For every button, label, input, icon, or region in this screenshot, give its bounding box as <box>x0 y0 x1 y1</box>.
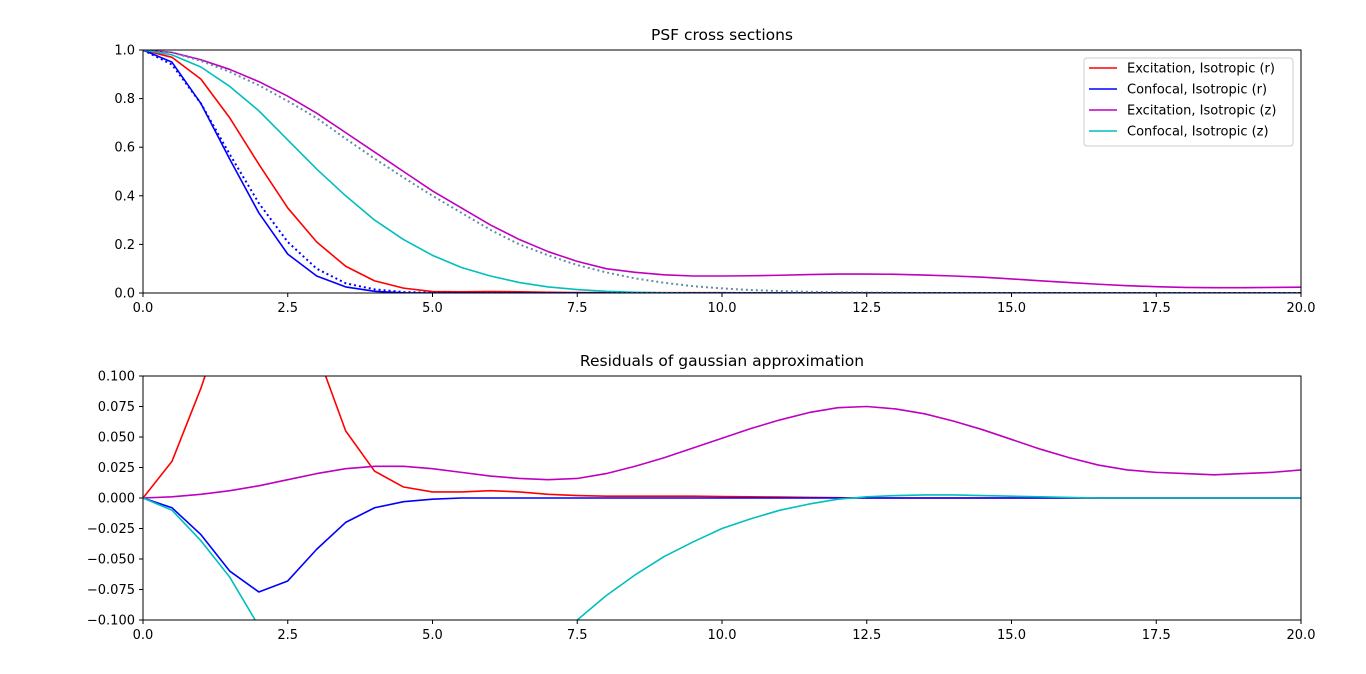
legend-label: Excitation, Isotropic (z) <box>1127 104 1276 119</box>
x-tick-label: 10.0 <box>708 628 737 643</box>
series-line <box>143 50 1301 293</box>
x-tick-label: 12.5 <box>852 628 881 643</box>
chart: 0.0 2.5 5.0 7.5 10.0 12.5 15.0 17.5 20.0 −0.100 −0… <box>87 352 1316 643</box>
series-line <box>143 494 1301 620</box>
legend-box <box>1083 57 1294 147</box>
legend: Excitation, Isotropic (r) Confocal, Isotr… <box>1083 57 1294 147</box>
y-tick-label: 0.0 <box>114 287 135 302</box>
x-tick-label: 20.0 <box>1287 628 1316 643</box>
series-line <box>143 50 1301 293</box>
y-tick-label: 0.2 <box>114 238 135 253</box>
series-line <box>143 50 1301 289</box>
y-tick-label: 0.050 <box>98 431 135 446</box>
x-tick-label: 0.0 <box>133 628 154 643</box>
x-tick-label: 15.0 <box>997 301 1026 316</box>
y-tick-label: 0.025 <box>98 461 135 476</box>
x-tick-label: 12.5 <box>852 301 881 316</box>
x-tick-label: 7.5 <box>567 628 588 643</box>
x-tick-label: 17.5 <box>1142 301 1171 316</box>
plot-area <box>143 376 1301 620</box>
x-tick-label: 10.0 <box>708 301 737 316</box>
y-tick-label: 0.000 <box>98 492 135 507</box>
chart-title: Residuals of gaussian approximation <box>580 352 864 370</box>
y-tick-label: 0.100 <box>98 370 135 385</box>
y-tick-label: 0.8 <box>114 92 135 107</box>
y-tick-label: −0.100 <box>87 614 135 629</box>
x-tick-label: 17.5 <box>1142 628 1171 643</box>
x-tick-label: 5.0 <box>422 301 443 316</box>
series-line <box>143 50 1301 293</box>
x-tick-label: 5.0 <box>422 628 443 643</box>
legend-label: Excitation, Isotropic (r) <box>1127 62 1275 77</box>
legend-label: Confocal, Isotropic (z) <box>1127 125 1269 140</box>
series-line <box>143 405 1301 499</box>
y-tick-label: 1.0 <box>114 44 135 59</box>
chart: 0.0 2.5 5.0 7.5 10.0 12.5 15.0 17.5 20.0 0.0 0.2 0.… <box>114 26 1315 316</box>
y-tick-label: 0.075 <box>98 400 135 415</box>
y-tick-label: −0.025 <box>87 522 135 537</box>
y-tick-label: 0.6 <box>114 141 135 156</box>
y-tick-label: 0.4 <box>114 189 135 204</box>
y-tick-label: −0.050 <box>87 553 135 568</box>
x-tick-label: 20.0 <box>1287 301 1316 316</box>
x-tick-label: 0.0 <box>133 301 154 316</box>
x-tick-label: 7.5 <box>567 301 588 316</box>
x-tick-label: 2.5 <box>277 628 298 643</box>
series-line <box>143 50 1301 293</box>
chart-title: PSF cross sections <box>651 26 793 44</box>
x-tick-label: 15.0 <box>997 628 1026 643</box>
x-tick-label: 2.5 <box>277 301 298 316</box>
legend-label: Confocal, Isotropic (r) <box>1127 83 1267 98</box>
y-tick-label: −0.075 <box>87 583 135 598</box>
